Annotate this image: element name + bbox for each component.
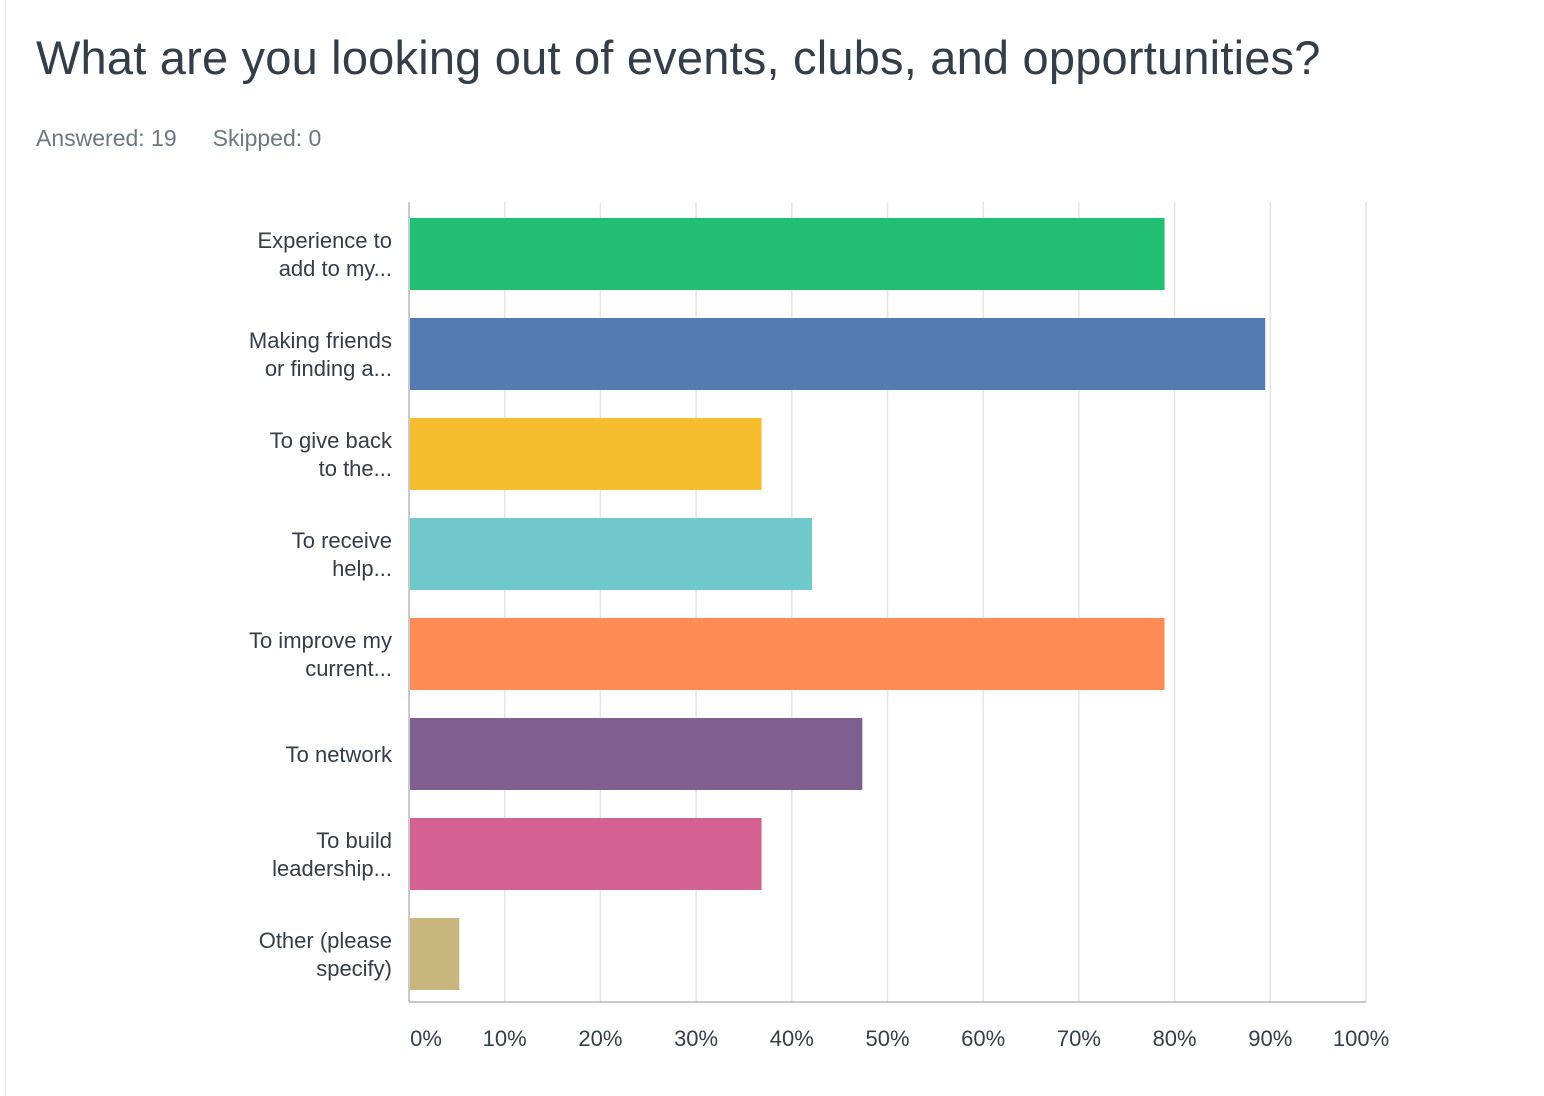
- bar: [410, 918, 460, 990]
- x-tick-label: 0%: [410, 1026, 442, 1051]
- axes: [408, 202, 1366, 1003]
- category-label: Making friends or finding a...: [249, 328, 392, 381]
- question-title: What are you looking out of events, club…: [36, 31, 1321, 84]
- category-label: Other (please specify): [259, 928, 392, 981]
- bar: [410, 718, 863, 790]
- x-tick-label: 50%: [865, 1026, 909, 1051]
- x-tick-label: 100%: [1333, 1026, 1389, 1051]
- category-label: To build leadership...: [272, 828, 392, 881]
- bars: [410, 218, 1266, 990]
- x-tick-label: 10%: [483, 1026, 527, 1051]
- x-axis-tick-labels: 0% 10% 20% 30% 40% 50% 60% 70% 80% 90% 100%: [410, 1026, 1389, 1051]
- category-label: To improve my current...: [249, 628, 392, 681]
- left-border-rule: [5, 0, 6, 1096]
- category-label: To give back to the...: [270, 428, 393, 481]
- skipped-count: Skipped: 0: [212, 125, 322, 151]
- category-labels: Experience to add to my... Making friends o…: [249, 228, 393, 981]
- x-tick-label: 90%: [1248, 1026, 1292, 1051]
- bar: [410, 618, 1165, 690]
- category-label: To receive help...: [292, 528, 392, 581]
- category-label: To network: [286, 742, 393, 767]
- x-tick-label: 30%: [674, 1026, 718, 1051]
- category-label: Experience to add to my...: [257, 228, 392, 281]
- bar: [410, 318, 1266, 390]
- x-tick-label: 60%: [961, 1026, 1005, 1051]
- bar: [410, 518, 812, 590]
- bar: [410, 818, 762, 890]
- answered-count: Answered: 19: [36, 125, 177, 151]
- x-tick-label: 20%: [578, 1026, 622, 1051]
- x-tick-label: 40%: [770, 1026, 814, 1051]
- bar: [410, 418, 762, 490]
- response-stats: Answered: 19 Skipped: 0: [36, 125, 321, 152]
- bar: [410, 218, 1165, 290]
- x-tick-label: 70%: [1057, 1026, 1101, 1051]
- x-tick-label: 80%: [1153, 1026, 1197, 1051]
